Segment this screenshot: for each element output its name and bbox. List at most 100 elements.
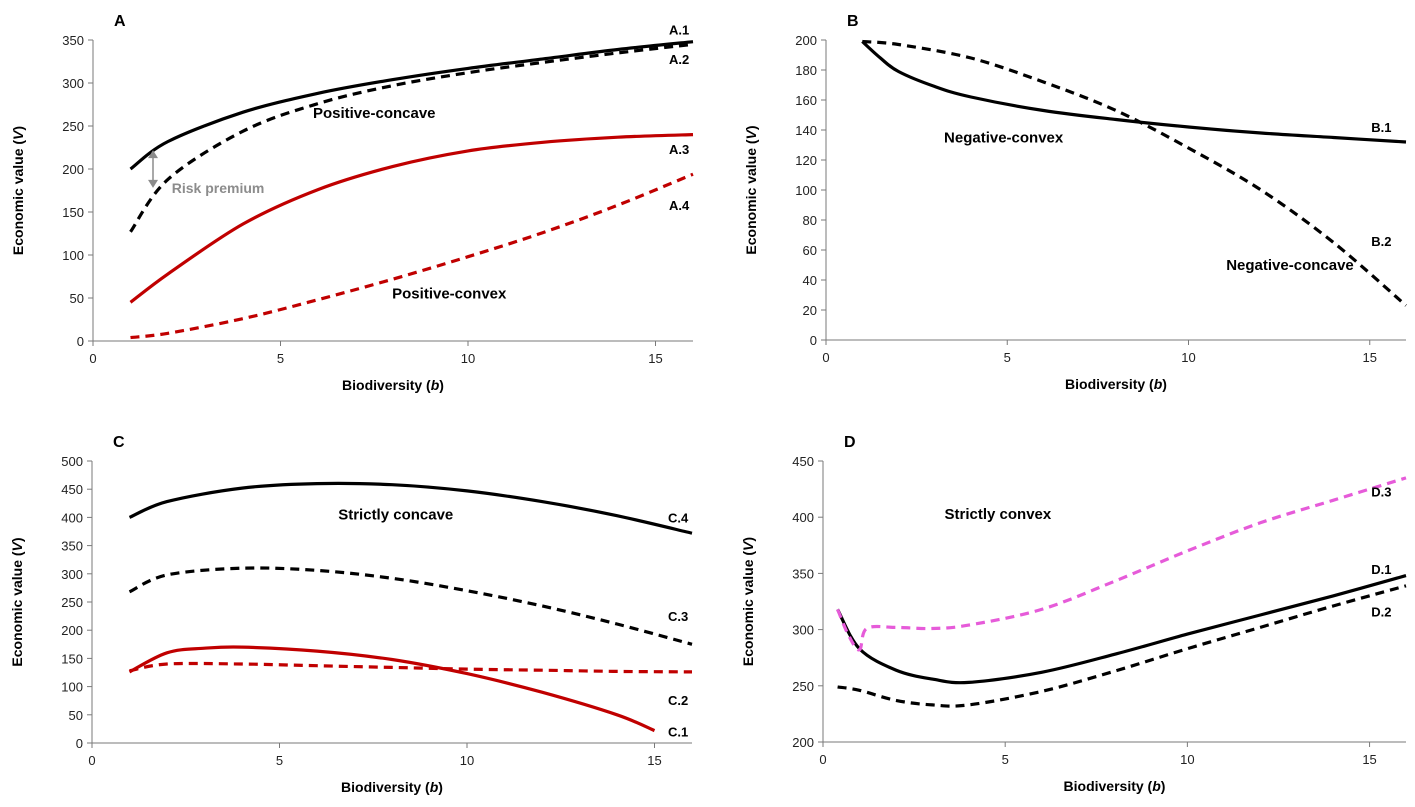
- series-line-d-2: [837, 584, 1407, 708]
- series-label-c-3: C.3: [668, 609, 688, 624]
- curve-shape-annotation: Strictly concave: [338, 507, 453, 524]
- series-label-b-1: B.1: [1371, 120, 1391, 135]
- panel-d: D 200 250 300 350 400 450 0 5 10 15 Biodiversity (b…: [740, 434, 1407, 794]
- y-tick-label: 50: [70, 291, 84, 306]
- curve-shape-annotation: Positive-convex: [392, 286, 507, 303]
- series-line-c-2: [129, 661, 693, 674]
- y-tick-label: 140: [795, 123, 817, 138]
- series-label-a-1: A.1: [669, 23, 689, 38]
- x-axis-title: Biodiversity (b): [1065, 376, 1167, 392]
- y-tick-label: 100: [62, 248, 84, 263]
- y-tick-label: 0: [77, 334, 84, 349]
- x-axis-title: Biodiversity (b): [341, 779, 443, 795]
- panel-b: B 0 20 40 60 80 100 120 140 160 180 200 0 5 10 15 Biodiv…: [743, 13, 1408, 392]
- x-tick-label: 0: [819, 752, 826, 767]
- y-tick-label: 250: [62, 119, 84, 134]
- y-tick-label: 80: [803, 213, 817, 228]
- y-tick-label: 200: [795, 33, 817, 48]
- panel-letter: B: [847, 13, 859, 30]
- y-axis-title: Economic value (V): [9, 537, 25, 666]
- series-label-c-2: C.2: [668, 693, 688, 708]
- y-tick-label: 50: [69, 708, 83, 723]
- y-tick-label: 300: [61, 567, 83, 582]
- y-tick-label: 180: [795, 63, 817, 78]
- series-label-d-3: D.3: [1371, 484, 1391, 499]
- risk-premium-arrowhead-up: [148, 150, 158, 159]
- y-tick-label: 250: [61, 595, 83, 610]
- y-tick-label: 400: [61, 510, 83, 525]
- x-tick-label: 10: [1180, 752, 1194, 767]
- x-tick-label: 5: [1004, 350, 1011, 365]
- y-tick-label: 200: [61, 623, 83, 638]
- x-tick-label: 5: [276, 753, 283, 768]
- series-line-a-3: [129, 133, 694, 304]
- y-tick-label: 20: [803, 303, 817, 318]
- y-tick-label: 350: [62, 33, 84, 48]
- y-tick-label: 60: [803, 243, 817, 258]
- x-tick-label: 10: [460, 753, 474, 768]
- series-label-a-2: A.2: [669, 52, 689, 67]
- series-line-c-3: [128, 566, 693, 646]
- curve-shape-annotation: Negative-concave: [1226, 257, 1354, 274]
- series-line-a-4: [130, 172, 694, 340]
- series-line-d-1: [836, 574, 1407, 685]
- y-tick-label: 0: [810, 333, 817, 348]
- panel-c: C 0 50 100 150 200 250 300 350 400 450 500 0 5 10 15 Bio…: [9, 434, 693, 795]
- y-tick-label: 0: [76, 736, 83, 751]
- series-label-d-1: D.1: [1371, 562, 1391, 577]
- y-tick-label: 40: [803, 273, 817, 288]
- y-tick-label: 300: [792, 623, 814, 638]
- y-tick-label: 450: [792, 454, 814, 469]
- series-label-c-4: C.4: [668, 510, 689, 525]
- series-label-a-3: A.3: [669, 142, 689, 157]
- x-tick-label: 0: [88, 753, 95, 768]
- x-tick-label: 15: [1363, 350, 1377, 365]
- y-tick-label: 500: [61, 454, 83, 469]
- series-line-b-1: [861, 40, 1407, 144]
- y-tick-label: 160: [795, 93, 817, 108]
- y-tick-label: 450: [61, 482, 83, 497]
- x-tick-label: 0: [822, 350, 829, 365]
- y-tick-label: 300: [62, 76, 84, 91]
- x-tick-label: 10: [1181, 350, 1195, 365]
- y-tick-label: 200: [62, 162, 84, 177]
- series-line-a-1: [129, 40, 694, 171]
- x-tick-label: 15: [1362, 752, 1376, 767]
- series-label-a-4: A.4: [669, 198, 690, 213]
- panel-letter: C: [113, 434, 125, 451]
- series-label-d-2: D.2: [1371, 605, 1391, 620]
- y-tick-label: 400: [792, 510, 814, 525]
- x-tick-label: 10: [461, 351, 475, 366]
- x-tick-label: 15: [648, 351, 662, 366]
- curve-shape-annotation: Positive-concave: [313, 105, 436, 122]
- panel-letter: D: [844, 434, 856, 451]
- y-tick-label: 120: [795, 153, 817, 168]
- risk-premium-label: Risk premium: [172, 180, 265, 196]
- y-tick-label: 100: [795, 183, 817, 198]
- y-axis-title: Economic value (V): [743, 125, 759, 254]
- x-tick-label: 5: [277, 351, 284, 366]
- y-tick-label: 150: [62, 205, 84, 220]
- y-axis-title: Economic value (V): [740, 537, 756, 666]
- y-tick-label: 350: [61, 539, 83, 554]
- series-line-a-2: [129, 42, 694, 233]
- y-tick-label: 150: [61, 651, 83, 666]
- series-line-d-3: [836, 476, 1407, 652]
- series-label-b-2: B.2: [1371, 234, 1391, 249]
- curve-shape-annotation: Strictly convex: [945, 506, 1052, 523]
- x-axis-title: Biodiversity (b): [342, 377, 444, 393]
- x-tick-label: 15: [647, 753, 661, 768]
- y-tick-label: 250: [792, 679, 814, 694]
- panel-letter: A: [114, 13, 126, 30]
- x-tick-label: 5: [1002, 752, 1009, 767]
- y-tick-label: 200: [792, 735, 814, 750]
- series-line-b-2: [862, 39, 1408, 307]
- series-line-c-1: [128, 645, 656, 733]
- x-tick-label: 0: [89, 351, 96, 366]
- x-axis-title: Biodiversity (b): [1064, 778, 1166, 794]
- y-axis-title: Economic value (V): [10, 126, 26, 255]
- y-tick-label: 350: [792, 566, 814, 581]
- series-line-c-4: [128, 481, 693, 535]
- curve-shape-annotation: Negative-convex: [944, 130, 1064, 147]
